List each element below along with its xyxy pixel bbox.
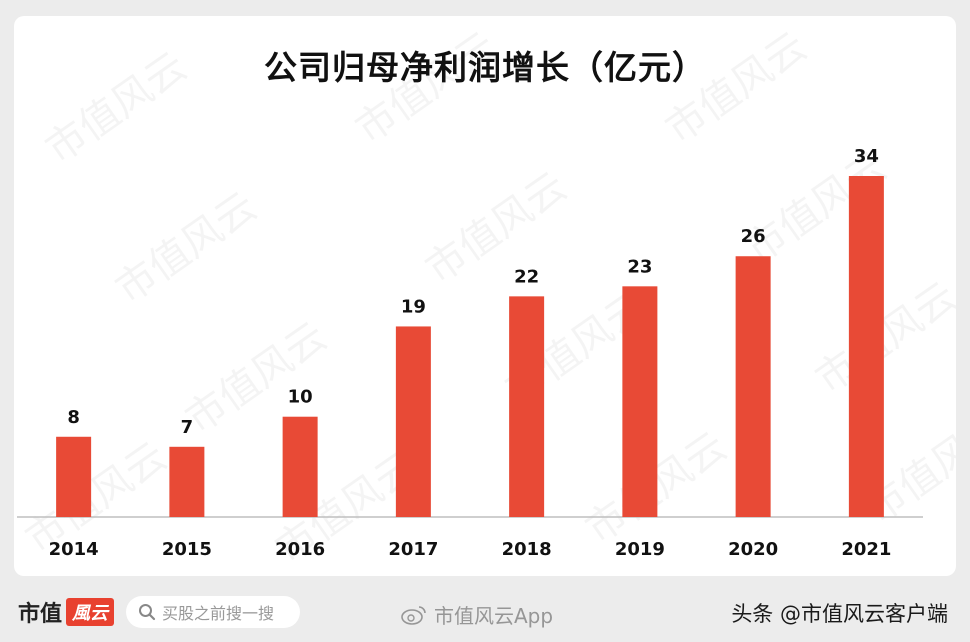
x-tick-label-2018: 2018	[502, 539, 552, 560]
bar-2014	[56, 436, 92, 517]
bar-2016	[282, 416, 318, 517]
data-label-2019: 23	[627, 256, 652, 277]
x-tick-label-2019: 2019	[615, 539, 665, 560]
data-label-2016: 10	[288, 387, 313, 408]
data-label-2015: 7	[181, 417, 194, 438]
footer-bar: 市值 風云 买股之前搜一搜 市值风云App 头条 @市值风云客户端	[0, 580, 970, 642]
search-placeholder: 买股之前搜一搜	[162, 604, 275, 623]
logo-text: 市值	[18, 601, 63, 627]
search-box[interactable]: 买股之前搜一搜	[126, 596, 300, 628]
logo-mark: 風云	[66, 598, 115, 626]
bar-chart: 8 2014 7 2015 10 2016 19 2017 22 2018 23 2019 26 2020…	[17, 146, 923, 560]
bar-2017	[395, 326, 431, 517]
bar-2021	[848, 176, 884, 517]
x-tick-label-2015: 2015	[162, 539, 212, 560]
brand-logo[interactable]: 市值 風云	[18, 596, 115, 628]
x-tick-label-2021: 2021	[841, 539, 891, 560]
bar-2015	[169, 446, 205, 517]
x-tick-label-2016: 2016	[275, 539, 325, 560]
data-label-2017: 19	[401, 296, 426, 317]
data-label-2020: 26	[741, 226, 766, 247]
x-tick-label-2014: 2014	[49, 539, 99, 560]
bar-2020	[735, 256, 771, 517]
chart-title: 公司归母净利润增长（亿元）	[264, 48, 706, 87]
app-watermark: 市值风云App	[400, 600, 553, 629]
chart-card: 市值风云市值风云市值风云市值风云市值风云市值风云市值风云市值风云市值风云市值风云…	[14, 16, 956, 576]
search-icon	[139, 604, 156, 621]
bar-2018	[509, 296, 545, 517]
bar-2019	[622, 286, 658, 517]
weibo-icon	[401, 605, 426, 625]
data-label-2021: 34	[854, 146, 879, 167]
app-label-text: 市值风云App	[434, 604, 554, 628]
data-label-2014: 8	[67, 407, 80, 428]
data-label-2018: 22	[514, 266, 539, 287]
source-credit: 头条 @市值风云客户端	[731, 602, 948, 626]
x-tick-label-2017: 2017	[388, 539, 438, 560]
x-tick-label-2020: 2020	[728, 539, 778, 560]
